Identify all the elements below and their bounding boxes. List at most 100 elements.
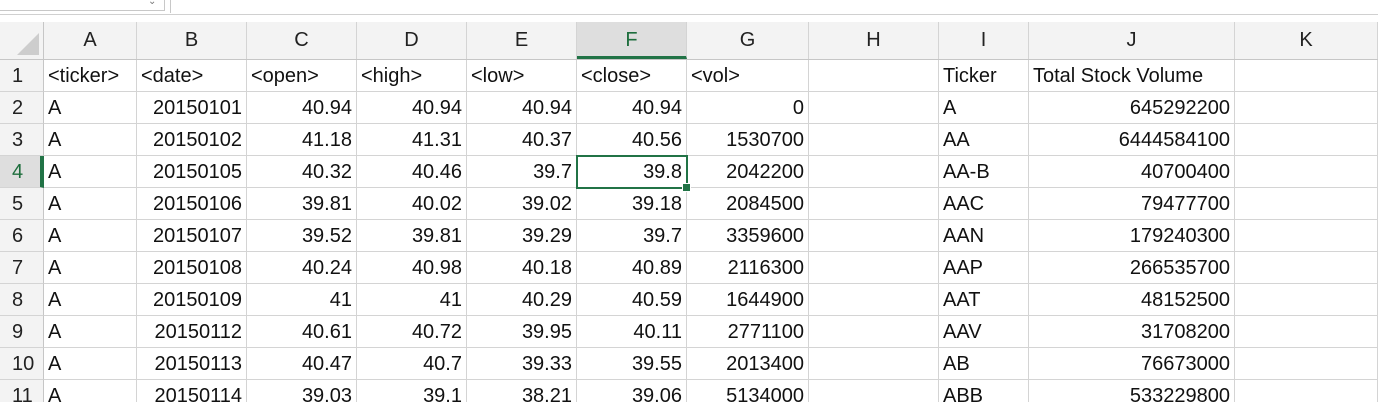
cell-i3[interactable]: AA (939, 124, 1029, 156)
row-header-1[interactable]: 1 (0, 60, 44, 92)
cell-k3[interactable] (1235, 124, 1378, 156)
cell-c9[interactable]: 40.61 (247, 316, 357, 348)
cell-e9[interactable]: 39.95 (467, 316, 577, 348)
cell-b6[interactable]: 20150107 (137, 220, 247, 252)
cell-e3[interactable]: 40.37 (467, 124, 577, 156)
cell-k11[interactable] (1235, 380, 1378, 402)
row-header-4[interactable]: 4 (0, 156, 44, 188)
cell-c11[interactable]: 39.03 (247, 380, 357, 402)
column-header-c[interactable]: C (247, 22, 357, 59)
chevron-down-icon[interactable]: ⌄ (148, 0, 157, 7)
column-header-d[interactable]: D (357, 22, 467, 59)
cell-f4[interactable]: 39.8 (576, 155, 688, 189)
cell-b4[interactable]: 20150105 (137, 156, 247, 188)
cell-g5[interactable]: 2084500 (687, 188, 809, 220)
cell-k4[interactable] (1235, 156, 1378, 188)
column-header-e[interactable]: E (467, 22, 577, 59)
cell-k8[interactable] (1235, 284, 1378, 316)
cell-e2[interactable]: 40.94 (467, 92, 577, 124)
cell-j5[interactable]: 79477700 (1029, 188, 1235, 220)
cell-a6[interactable]: A (44, 220, 137, 252)
cell-k1[interactable] (1235, 60, 1378, 92)
cell-j3[interactable]: 6444584100 (1029, 124, 1235, 156)
cell-i1[interactable]: Ticker (939, 60, 1029, 92)
row-header-6[interactable]: 6 (0, 220, 44, 252)
row-header-8[interactable]: 8 (0, 284, 44, 316)
cell-b7[interactable]: 20150108 (137, 252, 247, 284)
cell-j8[interactable]: 48152500 (1029, 284, 1235, 316)
cell-j6[interactable]: 179240300 (1029, 220, 1235, 252)
cell-b3[interactable]: 20150102 (137, 124, 247, 156)
cell-j1[interactable]: Total Stock Volume (1029, 60, 1235, 92)
row-header-2[interactable]: 2 (0, 92, 44, 124)
cell-a1[interactable]: <ticker> (44, 60, 137, 92)
cell-f8[interactable]: 40.59 (577, 284, 687, 316)
column-header-k[interactable]: K (1235, 22, 1378, 59)
column-header-f[interactable]: F (577, 22, 687, 59)
cell-b8[interactable]: 20150109 (137, 284, 247, 316)
column-header-j[interactable]: J (1029, 22, 1235, 59)
cell-i2[interactable]: A (939, 92, 1029, 124)
cell-h10[interactable] (809, 348, 939, 380)
cell-k2[interactable] (1235, 92, 1378, 124)
cell-d7[interactable]: 40.98 (357, 252, 467, 284)
cell-c2[interactable]: 40.94 (247, 92, 357, 124)
cell-b1[interactable]: <date> (137, 60, 247, 92)
cell-d2[interactable]: 40.94 (357, 92, 467, 124)
cell-c10[interactable]: 40.47 (247, 348, 357, 380)
cell-b10[interactable]: 20150113 (137, 348, 247, 380)
cell-f2[interactable]: 40.94 (577, 92, 687, 124)
cell-d8[interactable]: 41 (357, 284, 467, 316)
cell-e6[interactable]: 39.29 (467, 220, 577, 252)
cell-a4[interactable]: A (44, 156, 137, 188)
cell-c8[interactable]: 41 (247, 284, 357, 316)
cell-j7[interactable]: 266535700 (1029, 252, 1235, 284)
cell-e7[interactable]: 40.18 (467, 252, 577, 284)
cell-a5[interactable]: A (44, 188, 137, 220)
cell-f1[interactable]: <close> (577, 60, 687, 92)
row-header-5[interactable]: 5 (0, 188, 44, 220)
column-header-i[interactable]: I (939, 22, 1029, 59)
cell-j2[interactable]: 645292200 (1029, 92, 1235, 124)
cell-k9[interactable] (1235, 316, 1378, 348)
select-all-corner[interactable] (0, 22, 44, 59)
cell-d3[interactable]: 41.31 (357, 124, 467, 156)
cell-k10[interactable] (1235, 348, 1378, 380)
cell-e4[interactable]: 39.7 (467, 156, 577, 188)
cell-d10[interactable]: 40.7 (357, 348, 467, 380)
cell-h9[interactable] (809, 316, 939, 348)
cell-f7[interactable]: 40.89 (577, 252, 687, 284)
cell-d9[interactable]: 40.72 (357, 316, 467, 348)
cell-b9[interactable]: 20150112 (137, 316, 247, 348)
fill-handle[interactable] (682, 183, 691, 192)
cell-g8[interactable]: 1644900 (687, 284, 809, 316)
cell-g11[interactable]: 5134000 (687, 380, 809, 402)
cell-h2[interactable] (809, 92, 939, 124)
cell-i10[interactable]: AB (939, 348, 1029, 380)
cell-c4[interactable]: 40.32 (247, 156, 357, 188)
cell-d4[interactable]: 40.46 (357, 156, 467, 188)
cell-f3[interactable]: 40.56 (577, 124, 687, 156)
cell-g2[interactable]: 0 (687, 92, 809, 124)
row-header-10[interactable]: 10 (0, 348, 44, 380)
cell-a8[interactable]: A (44, 284, 137, 316)
cell-f6[interactable]: 39.7 (577, 220, 687, 252)
column-header-h[interactable]: H (809, 22, 939, 59)
cell-k5[interactable] (1235, 188, 1378, 220)
cell-i9[interactable]: AAV (939, 316, 1029, 348)
cell-h11[interactable] (809, 380, 939, 402)
cell-f5[interactable]: 39.18 (577, 188, 687, 220)
cell-g6[interactable]: 3359600 (687, 220, 809, 252)
cell-g9[interactable]: 2771100 (687, 316, 809, 348)
row-header-9[interactable]: 9 (0, 316, 44, 348)
cell-d6[interactable]: 39.81 (357, 220, 467, 252)
name-box[interactable]: ⌄ (0, 0, 165, 11)
cell-e10[interactable]: 39.33 (467, 348, 577, 380)
cell-b11[interactable]: 20150114 (137, 380, 247, 402)
cell-j9[interactable]: 31708200 (1029, 316, 1235, 348)
cell-i5[interactable]: AAC (939, 188, 1029, 220)
column-header-g[interactable]: G (687, 22, 809, 59)
cell-h6[interactable] (809, 220, 939, 252)
cell-f11[interactable]: 39.06 (577, 380, 687, 402)
cell-h8[interactable] (809, 284, 939, 316)
